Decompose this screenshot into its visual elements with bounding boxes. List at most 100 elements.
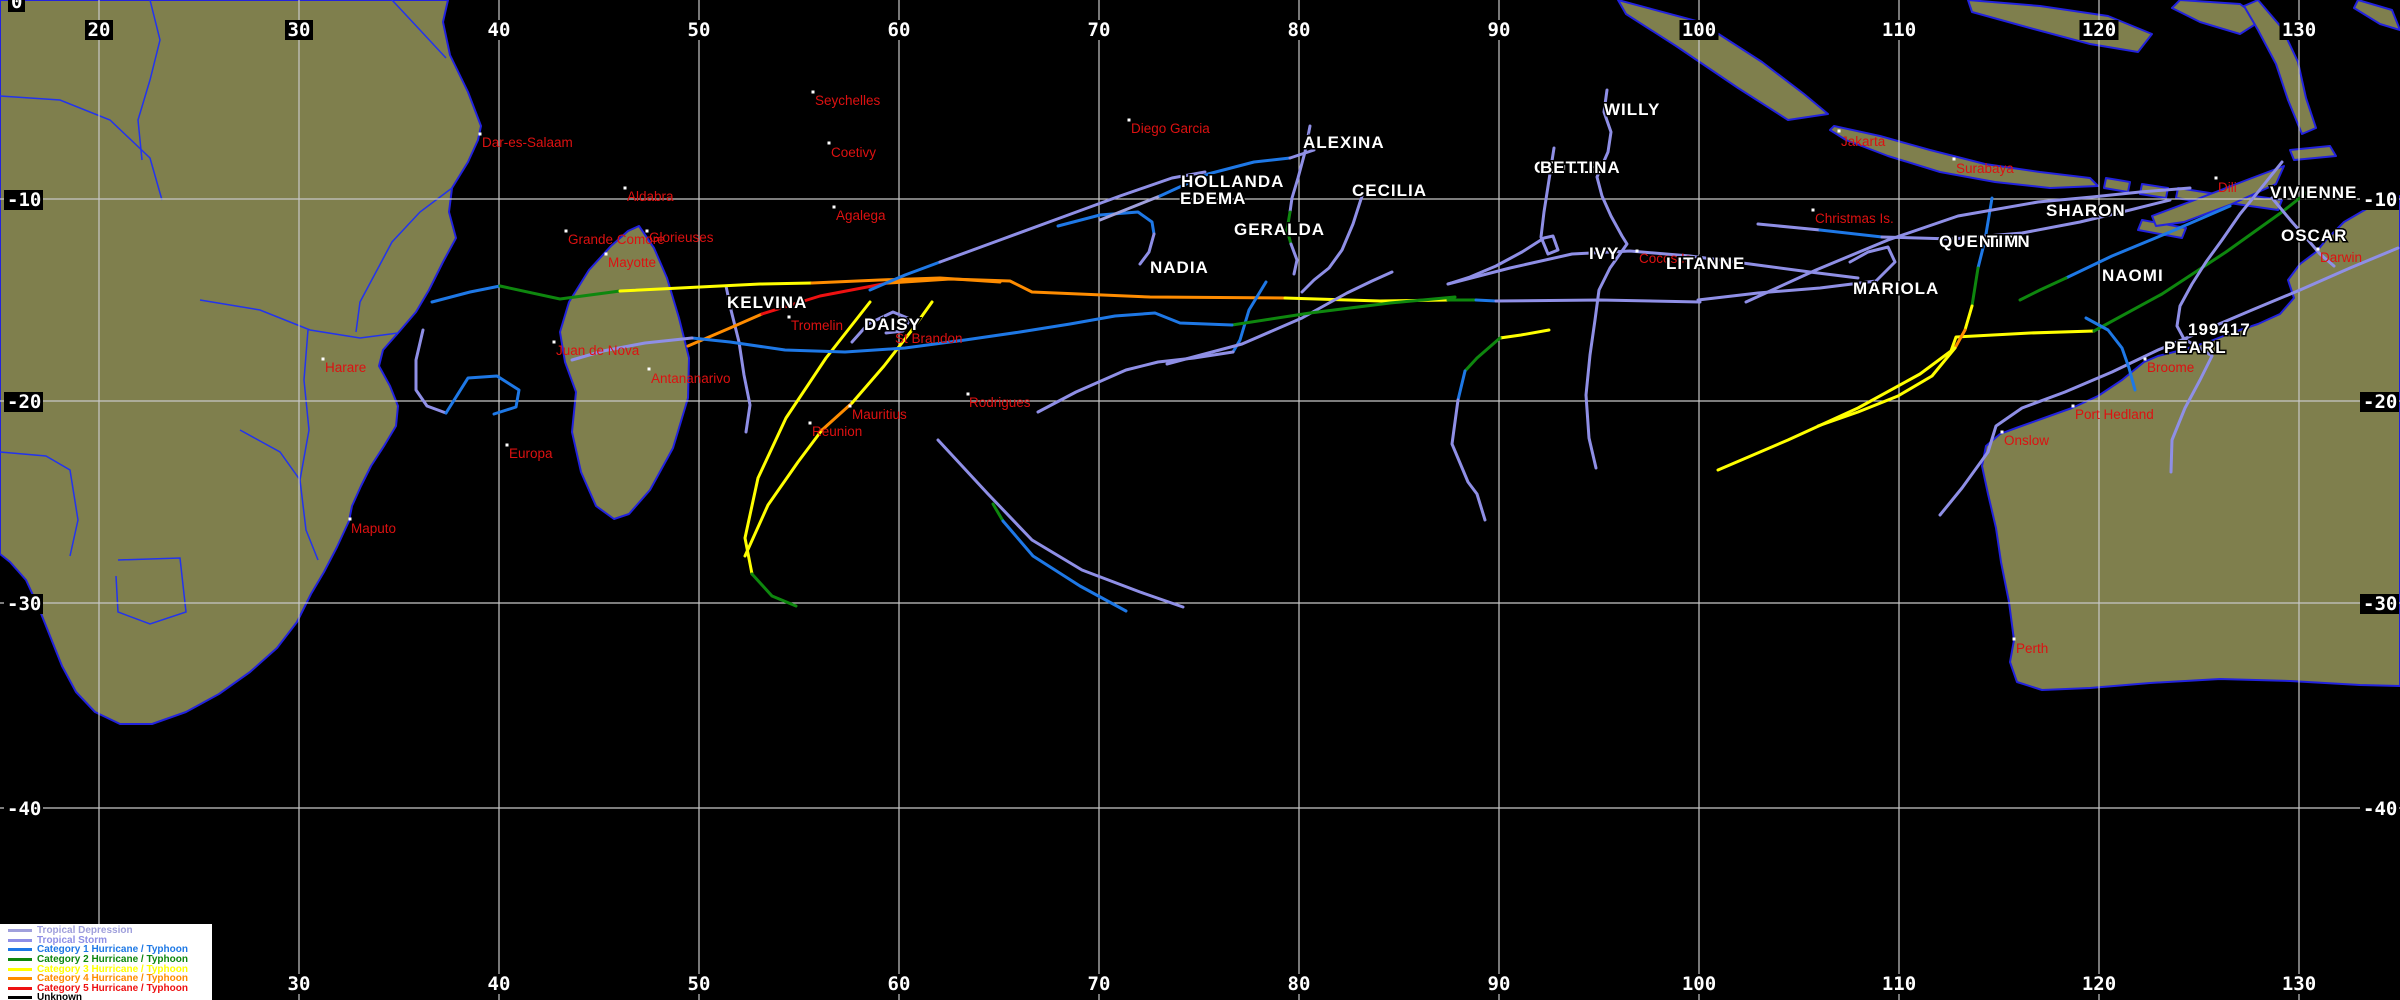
storm-track-quenton-diagonal <box>1963 304 1974 332</box>
city-dot <box>604 252 608 256</box>
storm-name-label: EDEMA <box>1180 189 1246 208</box>
grid-label: 40 <box>488 973 511 995</box>
storm-track-nadia <box>1230 295 1457 327</box>
grid-label-box <box>285 20 313 40</box>
storm-track-alexina <box>1285 210 1293 246</box>
city-label: Aldabra <box>627 189 674 204</box>
grid-label-box <box>885 20 913 40</box>
storm-track-oscar-darwin <box>2270 196 2336 268</box>
storm-track-farida-descender <box>1456 369 1467 402</box>
city-label: Agalega <box>836 208 886 223</box>
grid-label-box <box>2360 190 2399 210</box>
grid-label: 110 <box>1882 19 1916 41</box>
border-line <box>115 557 187 625</box>
legend-label: Category 2 Hurricane / Typhoon <box>37 954 188 966</box>
storm-name-label: 199417 <box>2188 320 2251 339</box>
grid-label: -10 <box>2363 189 2397 211</box>
grid-label-box <box>1085 974 1113 994</box>
grid-label: 90 <box>1488 19 1511 41</box>
legend-swatch-unknown <box>8 996 32 1000</box>
storm-track-christmas-line <box>1756 222 1822 232</box>
storm-name-label: VIVIENNE <box>2270 183 2357 202</box>
storm-track-daisy-descender <box>743 300 872 576</box>
storm-track-naomi-blue <box>2064 204 2232 280</box>
storm-track-nadia <box>690 311 1234 354</box>
storm-track-daisy-descender <box>750 572 798 608</box>
city-dot <box>645 229 649 233</box>
grid-label-box <box>4 392 43 412</box>
storm-track-hollanda-mauritius <box>820 401 854 432</box>
storm-track-coastal-ts <box>1938 246 2400 517</box>
city-label: Cocos Is <box>1639 251 1692 266</box>
legend-item-c4: Category 4 Hurricane / Typhoon <box>8 974 212 984</box>
city-label: Surabaya <box>1956 161 2014 176</box>
city-label: Mayotte <box>608 255 656 270</box>
city-label: Grande Comore <box>568 232 665 247</box>
grid-label-box <box>2360 799 2399 819</box>
storm-track-quenton-diagonal <box>1970 266 1980 308</box>
grid-label: -40 <box>7 798 41 820</box>
storm-track-edema <box>1056 210 1156 236</box>
storm-track-south-se-b <box>1001 519 1128 613</box>
border-line <box>239 429 301 481</box>
city-label: Onslow <box>2004 433 2049 448</box>
storm-name-label: LITANNE <box>1666 254 1745 273</box>
city-dot <box>478 132 482 136</box>
grid-label: 30 <box>288 973 311 995</box>
storm-track-hollanda-arc <box>938 170 1207 264</box>
city-dot <box>848 404 852 408</box>
grid-label-box <box>2079 20 2119 40</box>
legend-item-c3: Category 3 Hurricane / Typhoon <box>8 964 212 974</box>
landmass-halmahera <box>2353 0 2400 31</box>
grid-label-box <box>485 20 513 40</box>
legend-label: Category 4 Hurricane / Typhoon <box>37 973 188 985</box>
city-label: Tromelin <box>791 318 843 333</box>
storm-track-quenton-diagonal <box>1976 196 1994 270</box>
border-line <box>299 329 319 561</box>
storm-name-label: HOLLANDA <box>1181 172 1284 191</box>
storm-name-label: NADIA <box>1150 258 1209 277</box>
border-line <box>0 451 79 557</box>
storm-track-naomi-blue <box>2018 276 2068 302</box>
city-label: Perth <box>2016 641 2048 656</box>
landmass-java <box>1829 125 2099 189</box>
storm-track-south-se-b <box>991 502 1005 523</box>
landmass-sulawesi <box>2243 0 2317 135</box>
storm-track-quenton-diagonal <box>1953 328 1967 350</box>
grid-label: 50 <box>688 19 711 41</box>
grid-label: 40 <box>488 19 511 41</box>
storm-track-willy <box>1584 88 1629 470</box>
storm-track-north-arcs <box>1158 156 1292 198</box>
storm-track-vivienne-pearl-curve <box>2169 160 2284 474</box>
storm-track-track-199417 <box>2084 316 2137 392</box>
storm-name-label: WILLY <box>1604 100 1660 119</box>
city-label: Maputo <box>351 521 396 536</box>
storm-name-label: SHARON <box>2046 201 2126 220</box>
grid-label-box <box>485 974 513 994</box>
grid-label-box <box>2279 20 2319 40</box>
storm-track-channel-loop <box>444 374 521 416</box>
grid-label: 90 <box>1488 973 1511 995</box>
city-label: Harare <box>325 360 366 375</box>
storm-track-odille-loop <box>1446 146 1560 286</box>
legend-swatch-c5 <box>8 986 32 990</box>
grid-label: -20 <box>2363 391 2397 413</box>
border-line <box>199 299 399 339</box>
grid-label-box <box>885 974 913 994</box>
grid-label-box <box>1485 20 1513 40</box>
city-label: Juan de Nova <box>556 343 640 358</box>
city-dot <box>891 328 895 332</box>
storm-track-edema <box>1138 232 1156 266</box>
grid-label: 70 <box>1088 973 1111 995</box>
storm-track-cecilia-north <box>1300 194 1364 294</box>
city-label: Reunion <box>812 424 862 439</box>
storm-name-label: BETTINA <box>1540 158 1621 177</box>
city-dot <box>808 421 812 425</box>
city-label: Port Hedland <box>2075 407 2154 422</box>
legend-swatch-c3 <box>8 967 32 971</box>
city-dot <box>832 205 836 209</box>
storm-track-geralda-main-band <box>886 277 1287 300</box>
legend-item-td: Tropical Depression <box>8 926 212 936</box>
city-label: Broome <box>2147 360 2194 375</box>
